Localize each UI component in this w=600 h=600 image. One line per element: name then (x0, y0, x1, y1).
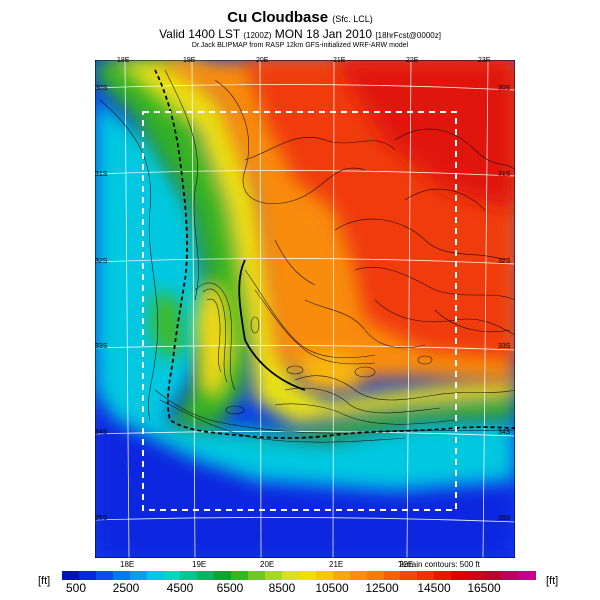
colorbar-swatch (112, 571, 130, 580)
colorbar-swatch (281, 571, 299, 580)
chart-title: Cu Cloudbase (Sfc. LCL) (0, 9, 600, 26)
colorbar-tick-3: 4500 (166, 581, 194, 595)
model-credit: Dr.Jack BLIPMAP from RASP 12km GFS-initi… (191, 42, 409, 49)
lat-label-right-6: 35S (498, 515, 511, 522)
lon-label-bottom-4: 21E (329, 560, 344, 569)
colorbar-unit-left: [ft] (38, 575, 51, 587)
lon-label-top-6: 23E (478, 57, 491, 64)
terrain-contours (99, 69, 515, 443)
colorbar (62, 571, 536, 580)
colorbar-tick-8: 14500 (417, 581, 451, 595)
valid-date: MON 18 Jan 2010 (274, 27, 373, 41)
colorbar-tick-9: 16500 (467, 581, 501, 595)
colorbar-swatch (197, 571, 215, 580)
title-main: Cu Cloudbase (227, 9, 329, 26)
colorbar-swatch (400, 571, 418, 580)
forecast-info: [18hrFcst@0000z] (375, 31, 441, 40)
colorbar-swatch (349, 571, 367, 580)
colorbar-swatch (366, 571, 384, 580)
colorbar-swatch (417, 571, 435, 580)
colorbar-swatch (163, 571, 181, 580)
colorbar-tick-5: 8500 (268, 581, 296, 595)
lat-label-left-6: 35S (95, 515, 108, 522)
colorbar-swatch (434, 571, 452, 580)
cloudbase-map (95, 60, 515, 558)
colorbar-swatch (146, 571, 164, 580)
lon-label-top-2: 19E (183, 57, 196, 64)
colorbar-swatch (78, 571, 96, 580)
lat-label-right-2: 31S (498, 171, 511, 178)
title-main-suffix: (Sfc. LCL) (332, 14, 373, 24)
colorbar-swatch (62, 571, 79, 580)
lat-label-left-1: 30S (95, 85, 108, 92)
valid-time: Valid 1400 LST (1200Z) MON 18 Jan 2010 [… (0, 27, 600, 41)
lon-label-top-3: 20E (256, 57, 269, 64)
colorbar-swatch (501, 571, 519, 580)
lon-label-top-4: 21E (333, 57, 346, 64)
colorbar-unit-right: [ft] (546, 575, 559, 587)
colorbar-swatch (298, 571, 316, 580)
colorbar-swatch (485, 571, 502, 580)
lat-label-left-2: 31S (95, 171, 108, 178)
lat-label-right-3: 32S (498, 258, 511, 265)
colorbar-swatch (214, 571, 232, 580)
lat-label-right-4: 33S (498, 343, 511, 350)
colorbar-swatch (451, 571, 469, 580)
lon-label-top-1: 18E (117, 57, 130, 64)
colorbar-swatch (332, 571, 350, 580)
colorbar-swatch (95, 571, 113, 580)
lat-label-left-3: 32S (95, 258, 108, 265)
colorbar-tick-4: 6500 (216, 581, 244, 595)
colorbar-swatch (248, 571, 266, 580)
colorbar-swatch (383, 571, 401, 580)
cloudbase-shading (95, 60, 515, 558)
lon-label-bottom-5: 22E (399, 560, 414, 569)
valid-time-utc: (1200Z) (243, 31, 272, 40)
lat-label-right-1: 30S (498, 85, 511, 92)
colorbar-swatch (518, 571, 536, 580)
colorbar-swatch (180, 571, 198, 580)
lon-label-top-5: 22E (406, 57, 419, 64)
colorbar-swatch (265, 571, 282, 580)
colorbar-swatch (231, 571, 249, 580)
colorbar-swatch (129, 571, 147, 580)
valid-time-label: Valid 1400 LST (159, 27, 241, 41)
inner-domain-box (142, 111, 457, 511)
terrain-contour-note: Terrain contours: 500 ft (398, 560, 480, 569)
colorbar-tick-6: 10500 (315, 581, 349, 595)
coastline (154, 69, 515, 439)
colorbar-tick-2: 2500 (112, 581, 140, 595)
colorbar-swatch (315, 571, 333, 580)
lon-label-bottom-3: 20E (260, 560, 275, 569)
lat-label-left-4: 33S (95, 343, 108, 350)
colorbar-tick-7: 12500 (365, 581, 399, 595)
lat-label-left-5: 34S (95, 429, 108, 436)
colorbar-swatch (468, 571, 486, 580)
lat-label-right-5: 34S (498, 429, 511, 436)
colorbar-tick-1: 500 (65, 581, 87, 595)
lon-label-bottom-1: 18E (120, 560, 135, 569)
lon-label-bottom-2: 19E (192, 560, 207, 569)
